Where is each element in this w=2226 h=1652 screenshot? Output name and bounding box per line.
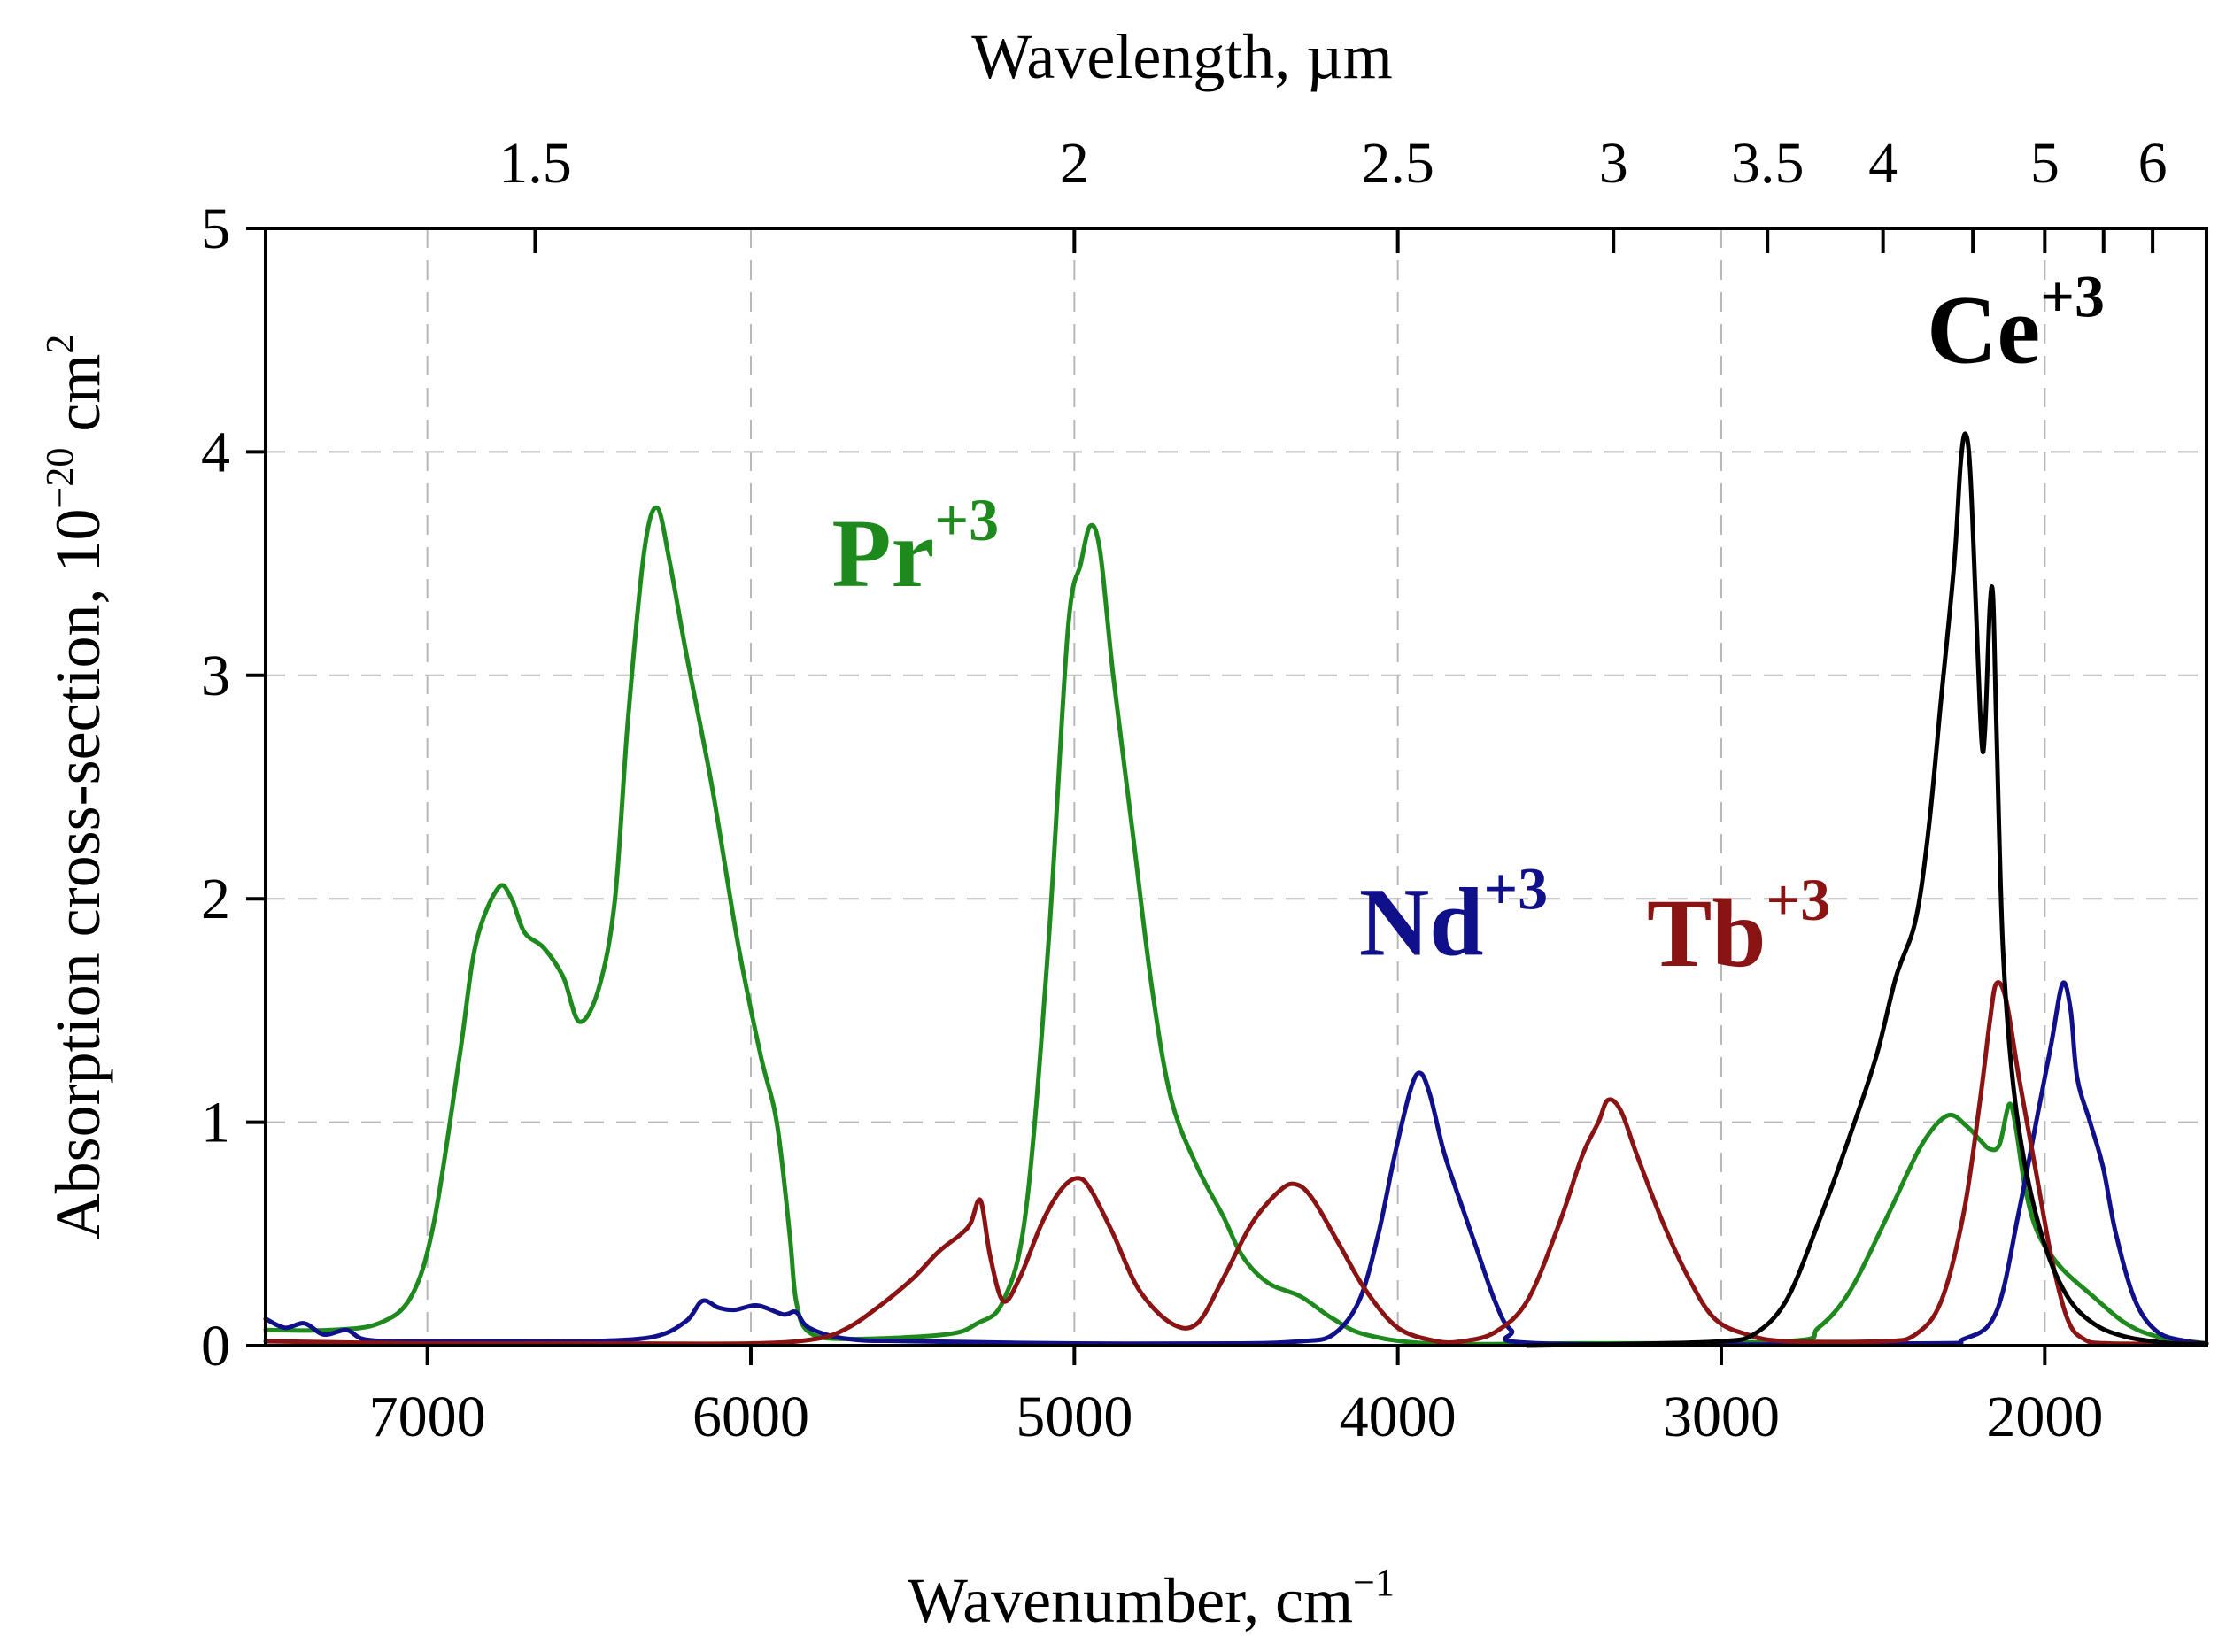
x-tick-label: 5000 (1016, 1385, 1132, 1449)
x-tick-label: 2000 (1986, 1385, 2103, 1449)
y-tick-label: 3 (201, 644, 230, 708)
ion-labels: Pr+3 Nd+3 Tb+3 Ce+3 (831, 262, 2105, 986)
x-tick-label: 7000 (369, 1385, 486, 1449)
series-group (263, 431, 2209, 1348)
top-tick-label: 4 (1868, 131, 1898, 196)
top-axis: 1.5 2 2.5 3 3.5 4 5 6 (499, 131, 2168, 253)
ion-label-pr: Pr+3 (831, 486, 999, 607)
y-tick-label: 2 (201, 867, 230, 931)
x-tick-label: 3000 (1663, 1385, 1780, 1449)
x-axis-title: Wavenumber, cm−1 (908, 1561, 1395, 1636)
series-line-ce (1525, 431, 2209, 1348)
y-axis-title: Absorption cross-section, 10−20 cm2 (38, 335, 113, 1240)
x-tick-label: 6000 (692, 1385, 809, 1449)
series-line-pr (263, 505, 2209, 1347)
x-axis: 7000 6000 5000 4000 3000 2000 (369, 1346, 2103, 1449)
series-line-nd (263, 980, 2209, 1347)
top-axis-title: Wavelength, µm (971, 21, 1393, 92)
top-tick-label: 6 (2138, 131, 2168, 196)
top-tick-label: 3.5 (1731, 131, 1805, 196)
top-tick-label: 2 (1060, 131, 1089, 196)
ion-label-tb: Tb+3 (1647, 866, 1830, 987)
y-tick-label: 1 (201, 1091, 230, 1155)
grid-lines (266, 228, 2207, 1346)
top-tick-label: 5 (2030, 131, 2060, 196)
ion-label-nd: Nd+3 (1359, 854, 1548, 976)
top-tick-label: 2.5 (1361, 131, 1434, 196)
y-tick-label: 4 (201, 420, 230, 484)
ion-label-ce: Ce+3 (1927, 262, 2105, 383)
x-tick-label: 4000 (1340, 1385, 1457, 1449)
plot-frame (264, 227, 2208, 1347)
y-axis: 0 1 2 3 4 5 (201, 197, 266, 1378)
top-tick-label: 1.5 (499, 131, 572, 196)
y-tick-label: 5 (201, 197, 230, 261)
top-tick-label: 3 (1599, 131, 1628, 196)
series-line-tb (263, 980, 2209, 1347)
y-tick-label: 0 (201, 1314, 230, 1378)
